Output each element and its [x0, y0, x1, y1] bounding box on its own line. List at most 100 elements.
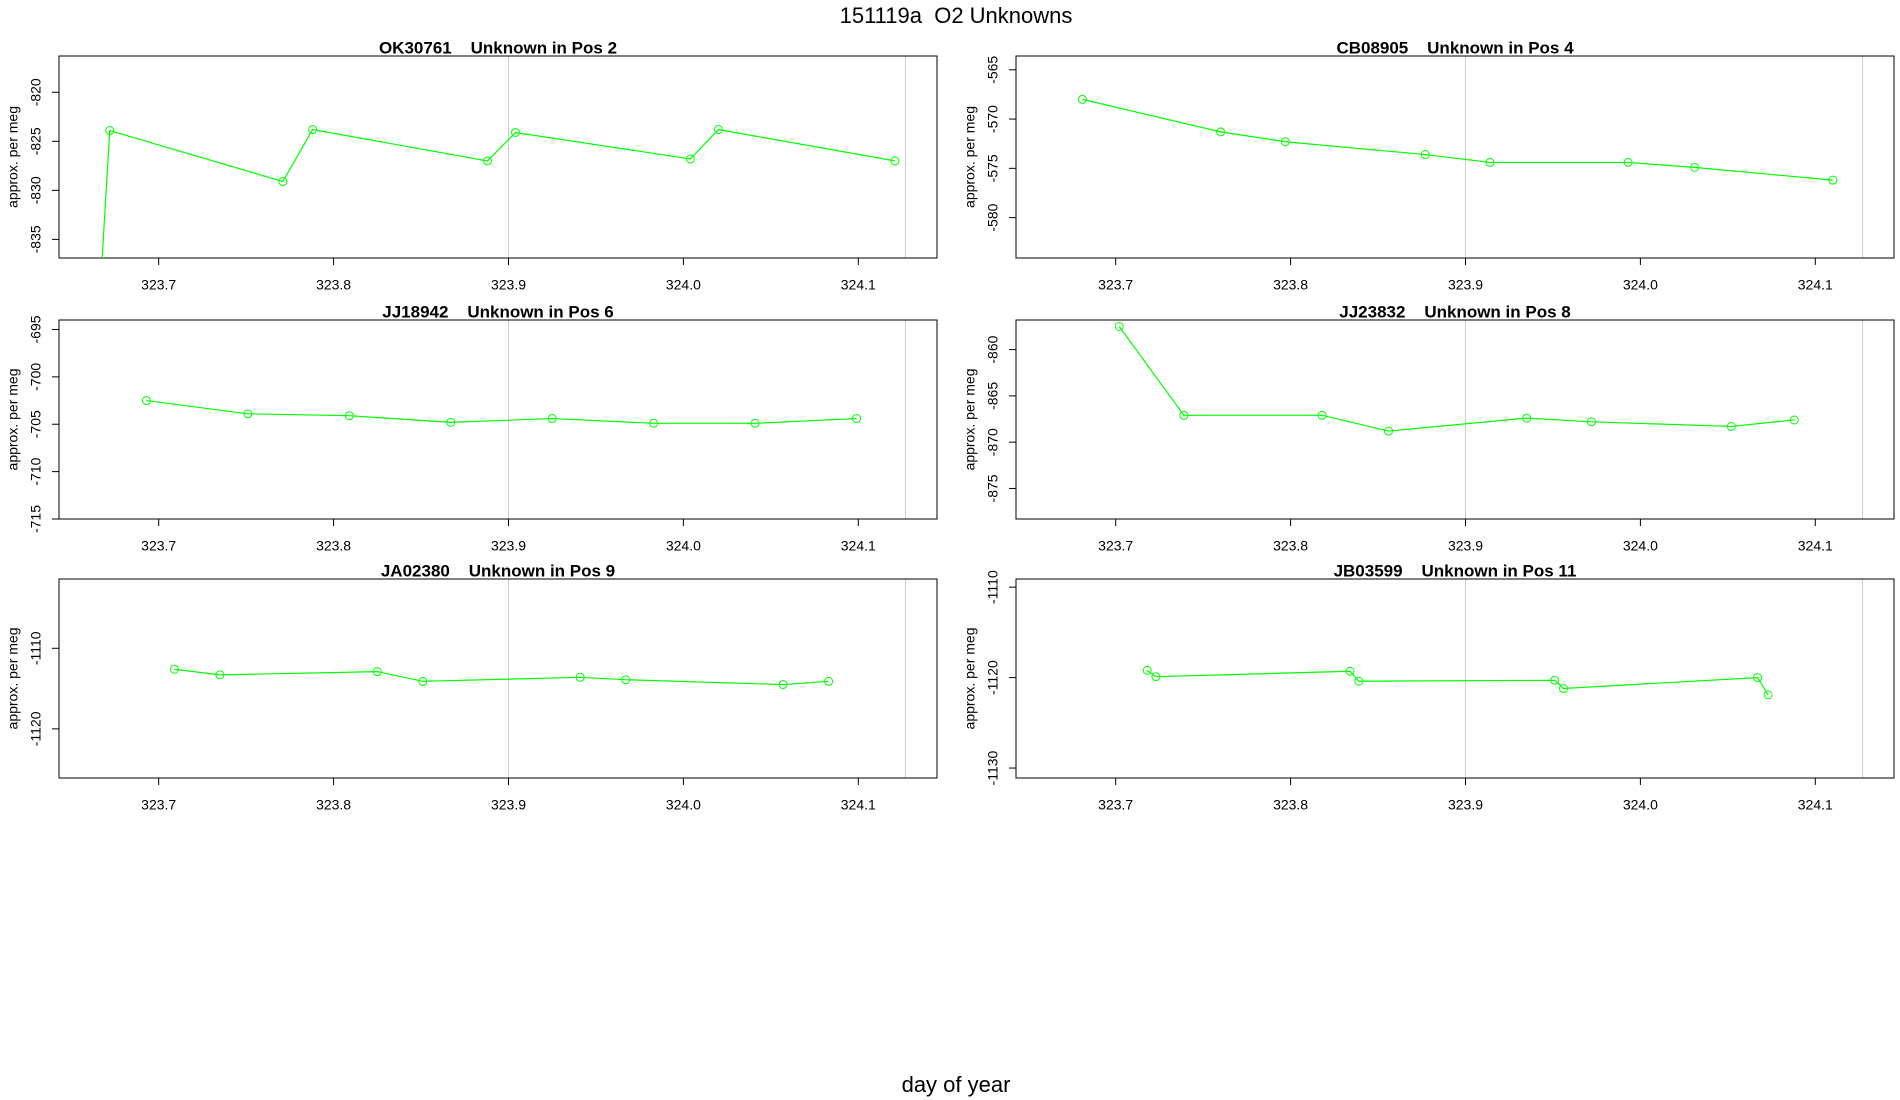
x-tick-label: 323.8 — [1273, 538, 1308, 554]
y-tick-label: -825 — [28, 127, 44, 155]
panel-title: JJ18942 Unknown in Pos 6 — [382, 302, 613, 321]
data-point — [1420, 150, 1430, 160]
x-tick-label: 323.7 — [141, 277, 176, 293]
data-point — [1690, 162, 1700, 172]
x-tick-label: 323.7 — [1098, 277, 1133, 293]
plot-frame — [58, 55, 938, 259]
x-tick-label: 323.7 — [1098, 538, 1133, 554]
y-tick-label: -575 — [985, 154, 1001, 182]
data-point — [169, 664, 179, 674]
data-line — [1082, 98, 1833, 181]
y-axis-label: approx. per meg — [5, 106, 21, 208]
y-tick-label: -715 — [28, 505, 44, 533]
data-point — [1485, 157, 1495, 167]
y-tick-label: -865 — [985, 382, 1001, 410]
y-tick-label: -710 — [28, 457, 44, 485]
y-tick-label: -820 — [28, 78, 44, 106]
x-tick-label: 324.0 — [1623, 277, 1658, 293]
data-point — [621, 675, 631, 685]
y-tick-label: -1110 — [28, 631, 44, 665]
data-point — [372, 667, 382, 677]
y-axis-label: approx. per meg — [962, 369, 978, 471]
data-point — [575, 672, 585, 682]
plot-frame — [58, 319, 938, 520]
data-point — [1550, 675, 1560, 685]
y-tick-label: -870 — [985, 428, 1001, 456]
x-tick-label: 323.8 — [1273, 797, 1308, 813]
x-tick-label: 324.0 — [666, 538, 701, 554]
plot-frame — [1015, 319, 1895, 520]
data-point — [685, 154, 695, 164]
y-axis-label: approx. per meg — [5, 369, 21, 471]
data-point — [105, 126, 115, 136]
data-point — [1763, 690, 1773, 700]
x-tick-label: 323.9 — [491, 797, 526, 813]
data-line — [174, 668, 829, 686]
data-point — [1623, 157, 1633, 167]
data-point — [890, 156, 900, 166]
data-point — [1789, 415, 1799, 425]
data-point — [1522, 413, 1532, 423]
data-point — [1753, 673, 1763, 683]
y-tick-label: -700 — [28, 363, 44, 391]
data-point — [1317, 410, 1327, 420]
data-point — [483, 156, 493, 166]
x-tick-label: 324.0 — [1623, 538, 1658, 554]
data-point — [1179, 410, 1189, 420]
y-tick-label: -830 — [28, 176, 44, 204]
x-tick-label: 324.1 — [841, 538, 876, 554]
plot-frame — [58, 578, 938, 779]
data-point — [1345, 666, 1355, 676]
x-axis-label: day of year — [902, 1072, 1011, 1097]
x-tick-label: 323.9 — [1448, 277, 1483, 293]
x-tick-label: 323.8 — [1273, 277, 1308, 293]
data-line — [146, 399, 857, 424]
x-tick-label: 323.8 — [316, 538, 351, 554]
panel-title: JA02380 Unknown in Pos 9 — [381, 561, 615, 580]
x-tick-label: 323.9 — [491, 538, 526, 554]
data-point — [308, 125, 318, 135]
x-tick-label: 323.7 — [141, 538, 176, 554]
data-point — [93, 333, 101, 341]
data-point — [1726, 421, 1736, 431]
x-tick-label: 323.9 — [1448, 797, 1483, 813]
panel-title: JJ23832 Unknown in Pos 8 — [1339, 302, 1570, 321]
data-point — [547, 414, 557, 424]
data-line — [1146, 669, 1769, 696]
data-point — [1384, 426, 1394, 436]
plot-frame — [1015, 578, 1895, 779]
x-tick-label: 324.1 — [1798, 277, 1833, 293]
y-tick-label: -1130 — [985, 750, 1001, 785]
x-tick-label: 324.1 — [1798, 538, 1833, 554]
data-point — [215, 670, 225, 680]
data-point — [1558, 683, 1568, 693]
data-line — [101, 128, 896, 258]
panel-title: OK30761 Unknown in Pos 2 — [379, 38, 617, 57]
x-tick-label: 323.8 — [316, 277, 351, 293]
y-tick-label: -1120 — [985, 660, 1001, 695]
y-tick-label: -570 — [985, 105, 1001, 133]
x-tick-label: 324.1 — [1798, 797, 1833, 813]
y-tick-label: -565 — [985, 56, 1001, 84]
x-tick-label: 323.9 — [1448, 538, 1483, 554]
data-point — [713, 125, 723, 135]
x-tick-label: 323.7 — [1098, 797, 1133, 813]
y-axis-label: approx. per meg — [5, 628, 21, 730]
x-tick-label: 323.8 — [316, 797, 351, 813]
y-tick-label: -835 — [28, 225, 44, 253]
y-tick-label: -695 — [28, 315, 44, 343]
y-tick-label: -580 — [985, 203, 1001, 231]
data-point — [1354, 676, 1364, 686]
data-point — [344, 411, 354, 421]
data-point — [1077, 94, 1087, 104]
x-tick-label: 324.0 — [666, 797, 701, 813]
figure-title: 151119a O2 Unknowns — [840, 3, 1073, 28]
y-tick-label: -1120 — [28, 711, 44, 746]
x-tick-label: 323.9 — [491, 277, 526, 293]
y-tick-label: -705 — [28, 410, 44, 438]
data-point — [1586, 417, 1596, 427]
x-tick-label: 323.7 — [141, 797, 176, 813]
x-tick-label: 324.1 — [841, 277, 876, 293]
data-point — [1216, 127, 1226, 137]
